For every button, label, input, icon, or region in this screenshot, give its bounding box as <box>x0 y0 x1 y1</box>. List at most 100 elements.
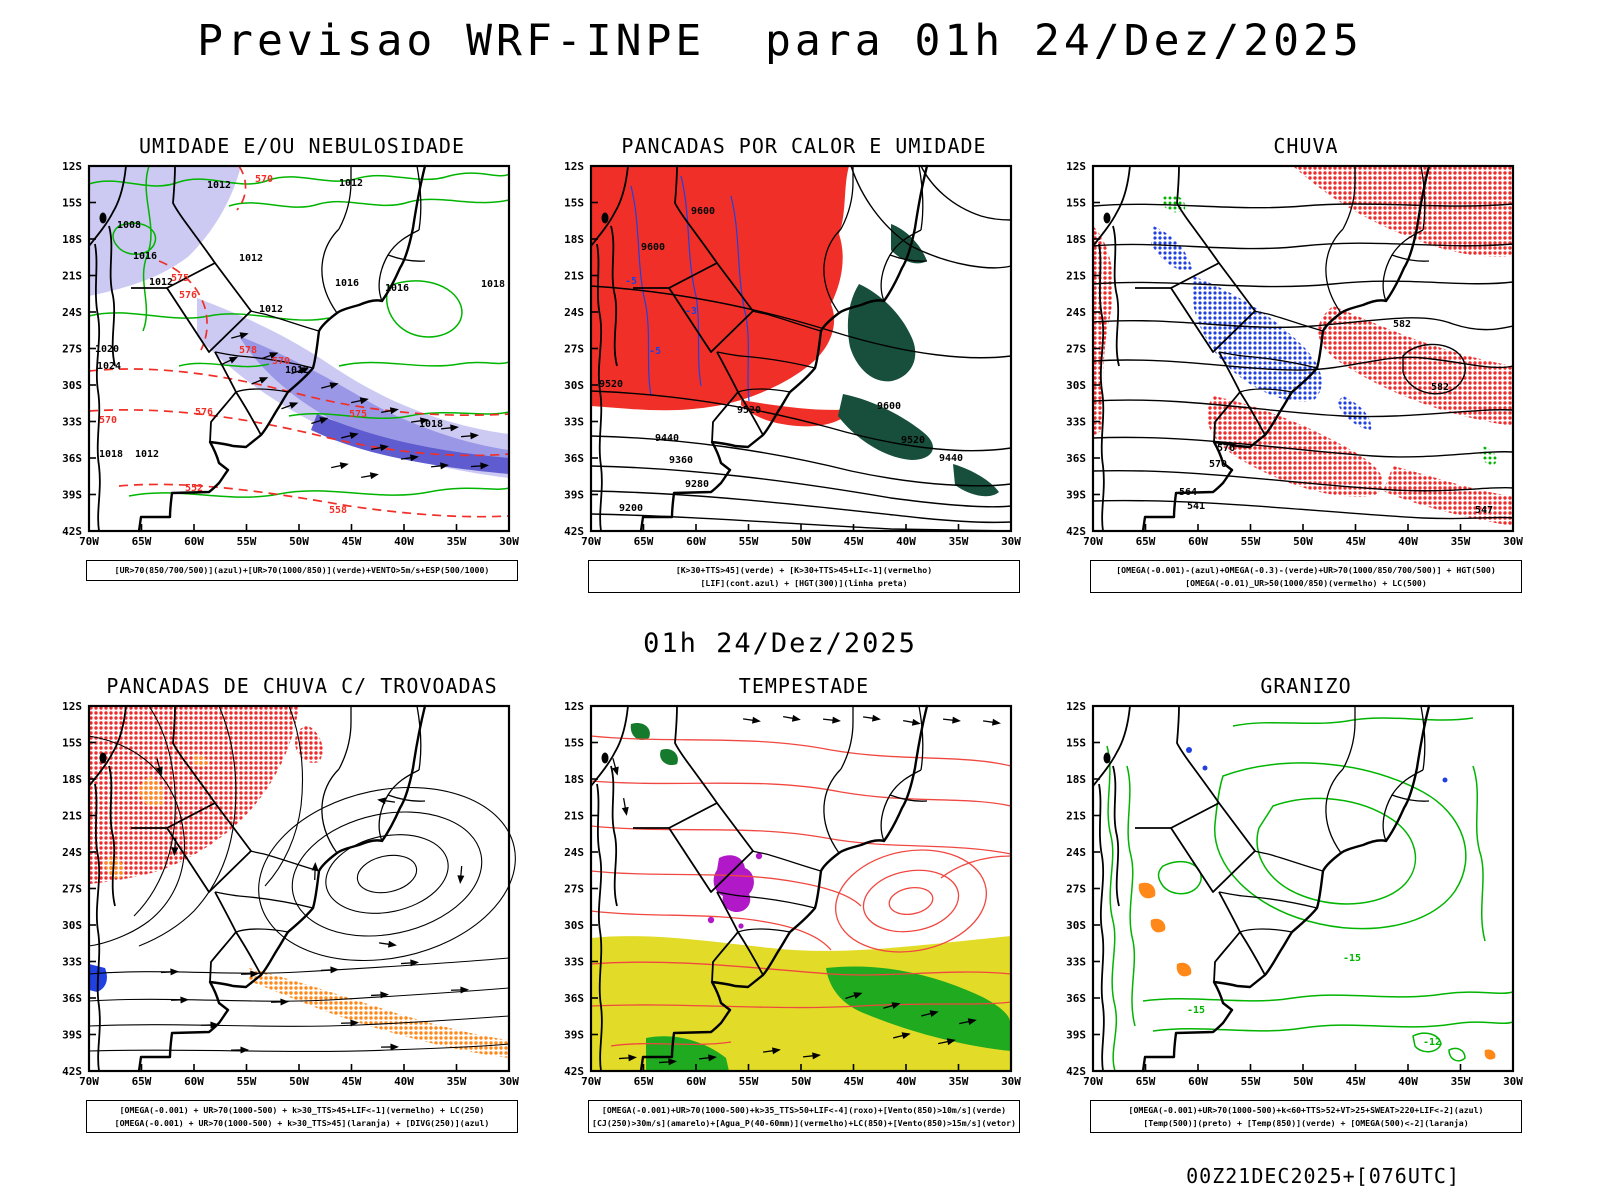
contour-value-label: -15 <box>1187 1005 1205 1016</box>
panel-title-granizo: GRANIZO <box>1260 674 1352 698</box>
contour-value-label: 558 <box>329 505 347 516</box>
lat-axis-label: 33S <box>62 416 82 429</box>
panel-title-trovoadas: PANCADAS DE CHUVA C/ TROVOADAS <box>106 674 498 698</box>
granizo-overlays <box>1106 717 1514 1072</box>
lat-axis-label: 12S <box>1066 700 1086 713</box>
lon-axis-label: 45W <box>342 1075 362 1088</box>
lat-axis-label: 42S <box>1066 1065 1086 1078</box>
lon-axis-label: 40W <box>896 535 916 548</box>
panel-row-top: UMIDADE E/OU NEBULOSIDADE <box>42 134 1524 594</box>
caption-line: [OMEGA(-0.001)+UR>70(1000-500)+k>35_TTS>… <box>601 1105 1007 1115</box>
lat-axis-label: 18S <box>1066 773 1086 786</box>
contour-value-label: 575 <box>349 409 367 420</box>
contour-value-label: 576 <box>1217 443 1235 454</box>
panel-tempestade: TEMPESTADE <box>544 674 1022 1134</box>
caption-box-trovoadas: [OMEGA(-0.001) + UR>70(1000-500) + k>30_… <box>86 1100 518 1134</box>
lat-axis-label: 36S <box>1066 452 1086 465</box>
contour-value-label: 1012 <box>207 180 231 191</box>
contour-value-label: 552 <box>185 483 203 494</box>
contour-value-label: 570 <box>99 415 117 426</box>
lon-axis-label: 65W <box>634 1075 654 1088</box>
contour-value-label: -5 <box>649 346 661 357</box>
lat-axis-label: 33S <box>1066 956 1086 969</box>
lon-axis-label: 50W <box>289 535 309 548</box>
contour-value-label: 547 <box>1475 505 1493 516</box>
contour-value-label: 9600 <box>691 206 715 217</box>
lon-axis-label: 45W <box>844 1075 864 1088</box>
lat-axis-label: 42S <box>564 1065 584 1078</box>
lon-axis-label: 65W <box>1136 535 1156 548</box>
contour-value-label: 570 <box>255 174 273 185</box>
lat-axis-label: 39S <box>564 1029 584 1042</box>
contour-value-label: 578 <box>239 345 257 356</box>
contour-value-label: 1012 <box>149 277 173 288</box>
lon-axis-label: 50W <box>1293 535 1313 548</box>
lon-axis-label: 55W <box>1241 1075 1261 1088</box>
lat-axis-label: 33S <box>1066 416 1086 429</box>
lon-axis-label: 45W <box>342 535 362 548</box>
lon-axis-label: 60W <box>1188 535 1208 548</box>
panel-title-tempestade: TEMPESTADE <box>738 674 870 698</box>
lon-axis-label: 55W <box>739 535 759 548</box>
lat-axis-label: 27S <box>564 883 584 896</box>
lat-axis-label: 15S <box>62 737 82 750</box>
lat-axis-label: 36S <box>62 992 82 1005</box>
lat-axis-label: 33S <box>564 956 584 969</box>
contour-value-label: 582 <box>1393 319 1411 330</box>
lat-axis-label: 18S <box>62 773 82 786</box>
panel-row-bottom: PANCADAS DE CHUVA C/ TROVOADAS <box>42 674 1524 1134</box>
caption-line: [LIF](cont.azul) + [HGT(300)](linha pret… <box>700 577 908 588</box>
lon-axis-label: 30W <box>1001 1075 1021 1088</box>
contour-value-label: 575 <box>171 273 189 284</box>
contour-value-label: 564 <box>1179 487 1197 498</box>
chuva-overlays <box>1092 166 1514 526</box>
lat-axis-label: 30S <box>1066 379 1086 392</box>
contour-value-label: 570 <box>1209 459 1227 470</box>
caption-box-umidade: [UR>70(850/700/500)](azul)+[UR>70(1000/8… <box>86 560 518 581</box>
contour-value-label: -12 <box>1423 1037 1441 1048</box>
lat-axis-label: 30S <box>564 919 584 932</box>
lon-axis-label: 60W <box>184 535 204 548</box>
lon-axis-label: 35W <box>447 1075 467 1088</box>
lon-axis-label: 70W <box>79 1075 99 1088</box>
lat-axis-label: 33S <box>564 416 584 429</box>
lat-axis-label: 36S <box>62 452 82 465</box>
lat-axis-label: 27S <box>62 343 82 356</box>
lat-axis-label: 24S <box>564 306 584 319</box>
contour-value-label: 1018 <box>481 279 505 290</box>
lat-axis-label: 39S <box>62 1029 82 1042</box>
lat-axis-label: 39S <box>1066 1029 1086 1042</box>
lon-axis-label: 40W <box>394 535 414 548</box>
lat-axis-label: 39S <box>62 489 82 502</box>
lon-axis-label: 60W <box>1188 1075 1208 1088</box>
lat-axis-label: 21S <box>62 270 82 283</box>
panel-chuva: CHUVA <box>1046 134 1524 594</box>
lat-axis-label: 24S <box>62 846 82 859</box>
contour-value-label: 1016 <box>335 278 359 289</box>
contour-value-label: 1018 <box>419 419 443 430</box>
lat-axis-label: 30S <box>1066 919 1086 932</box>
lat-axis-label: 12S <box>564 700 584 713</box>
lat-axis-label: 27S <box>62 883 82 896</box>
lon-axis-label: 55W <box>1241 535 1261 548</box>
panel-title-calor: PANCADAS POR CALOR E UMIDADE <box>621 134 987 158</box>
lon-axis-label: 30W <box>1503 535 1523 548</box>
panel-calor: PANCADAS POR CALOR E UMIDADE <box>544 134 1022 594</box>
lat-axis-label: 15S <box>62 197 82 210</box>
lon-axis-label: 70W <box>581 1075 601 1088</box>
lon-axis-label: 70W <box>79 535 99 548</box>
lon-axis-label: 50W <box>1293 1075 1313 1088</box>
lat-axis-label: 18S <box>62 233 82 246</box>
lon-axis-label: 45W <box>1346 1075 1366 1088</box>
contour-value-label: 1016 <box>385 283 409 294</box>
contour-value-label: -5 <box>625 276 637 287</box>
calor-overlays <box>590 165 1012 532</box>
lat-axis-label: 42S <box>62 1065 82 1078</box>
lat-axis-label: 39S <box>564 489 584 502</box>
lat-axis-label: 24S <box>564 846 584 859</box>
